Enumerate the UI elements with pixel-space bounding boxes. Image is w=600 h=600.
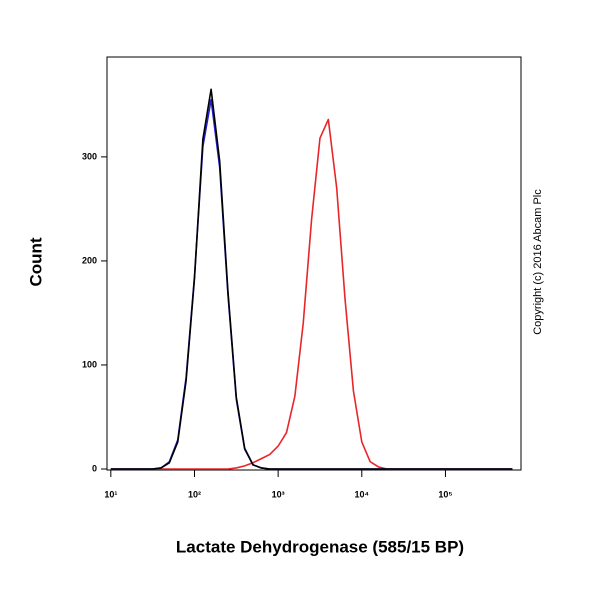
plot-frame — [106, 56, 522, 471]
y-axis-label: Count — [26, 237, 45, 286]
y-tick-label: 200 — [82, 255, 97, 265]
copyright-annotation: Copyright (c) 2016 Abcam Plc — [532, 189, 544, 335]
x-tick-label: 10² — [188, 489, 201, 499]
x-tick-label: 10⁴ — [355, 489, 369, 499]
y-tick-label: 100 — [82, 359, 97, 369]
x-tick-label: 10¹ — [104, 489, 117, 499]
histogram-line — [110, 118, 513, 470]
x-axis-label: Lactate Dehydrogenase (585/15 BP) — [176, 537, 464, 556]
histogram-line — [110, 88, 513, 470]
y-tick-label: 0 — [92, 463, 97, 473]
x-tick-label: 10⁵ — [438, 489, 452, 499]
y-tick-label: 300 — [82, 151, 97, 161]
x-tick-label: 10³ — [272, 489, 285, 499]
histogram-line — [110, 98, 513, 470]
